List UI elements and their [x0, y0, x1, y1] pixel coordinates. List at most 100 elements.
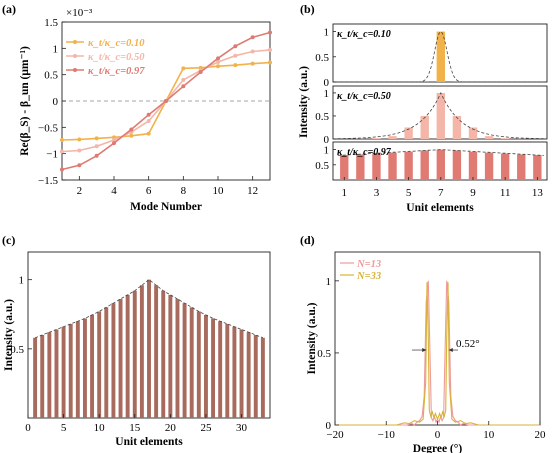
c-bar: [189, 307, 194, 418]
a-series-point: [268, 47, 272, 52]
panel-label-c: (c): [2, 233, 15, 247]
b-bar: [533, 155, 542, 180]
d-xtick-label: −20: [326, 429, 344, 441]
b-bar: [500, 138, 510, 139]
b-bar: [452, 150, 462, 180]
b-xtick-label: 5: [406, 187, 412, 199]
c-xtick-label: 10: [94, 422, 106, 434]
b-bar: [388, 136, 397, 139]
a-series-point: [112, 141, 116, 146]
c-bar: [225, 323, 230, 418]
a-legend-marker: [73, 54, 77, 58]
b-bar: [500, 153, 510, 180]
c-y-axis-label: Intensity (a.u.): [3, 299, 15, 371]
a-series-point: [233, 63, 238, 68]
b-bar: [404, 151, 413, 180]
c-bar: [97, 311, 102, 418]
a-series-point: [250, 35, 255, 40]
b-ytick-label: 0.5: [315, 111, 329, 123]
b-envelope-curve: [337, 91, 544, 140]
a-exponent-label: ×10⁻³: [66, 7, 93, 19]
b-ytick-label: 1: [324, 145, 330, 157]
c-bar: [211, 318, 216, 418]
b-subplot-annotation: κ_t/κ_c=0.97: [337, 147, 392, 158]
c-xtick-label: 0: [25, 422, 31, 434]
b-bar: [388, 152, 397, 180]
b-bar: [484, 152, 494, 180]
c-bar: [232, 326, 237, 418]
c-bar: [47, 332, 52, 418]
b-ytick-label: 0: [324, 77, 330, 89]
d-ytick-label: 0: [326, 420, 332, 432]
a-ytick-label: 1: [53, 43, 59, 55]
a-legend-marker: [73, 68, 77, 72]
b-bar: [436, 149, 445, 180]
a-series-point: [268, 60, 272, 65]
c-bar: [175, 299, 180, 418]
d-legend-label: N=33: [356, 271, 381, 282]
c-bar: [154, 285, 159, 418]
a-series-point: [146, 119, 151, 124]
a-series-point: [250, 61, 255, 66]
c-bar: [82, 318, 87, 418]
b-subplot-annotation: κ_t/κ_c=0.50: [337, 91, 391, 102]
a-xtick-label: 12: [247, 185, 258, 197]
a-ytick-label: 1.5: [44, 17, 58, 29]
c-bar: [196, 311, 201, 418]
a-series-point: [216, 64, 220, 69]
a-series-point: [60, 167, 64, 172]
b-ytick-label: 1: [324, 27, 330, 39]
c-xtick-label: 25: [200, 422, 212, 434]
c-xtick-label: 5: [61, 422, 67, 434]
a-series-point: [94, 144, 99, 149]
a-legend-label: κ_t/κ_c=0.50: [88, 52, 145, 63]
panel-label-d: (d): [300, 233, 315, 247]
c-bar: [61, 326, 66, 418]
d-arrowhead-left: [422, 348, 427, 353]
c-bar: [132, 290, 137, 418]
panel-label-a: (a): [2, 2, 16, 16]
c-bar: [239, 329, 244, 418]
b-bar: [372, 153, 381, 180]
a-xtick-label: 8: [181, 185, 187, 197]
c-bar: [118, 299, 123, 418]
c-bar: [90, 314, 95, 418]
panel-label-b: (b): [300, 2, 315, 16]
a-ytick-label: 0.5: [44, 70, 58, 82]
a-series-point: [112, 137, 116, 142]
d-x-axis-label: Degree (°): [413, 443, 463, 453]
d-series-line: [335, 280, 540, 426]
a-series-point: [60, 149, 64, 154]
c-bar: [260, 337, 265, 418]
c-bar: [33, 337, 38, 418]
a-series-point: [77, 137, 82, 142]
b-ytick-label: 1: [324, 88, 330, 100]
c-bar: [139, 285, 144, 418]
b-ytick-label: 0.5: [315, 160, 329, 172]
a-y-axis-label: Re(β_S) - β_un (μm⁻¹): [19, 46, 31, 156]
a-series-point: [146, 131, 151, 136]
a-series-point: [268, 30, 272, 35]
b-bar: [356, 154, 365, 180]
d-xtick-label: 10: [483, 429, 495, 441]
c-bar: [203, 314, 208, 418]
b-y-axis-label: Intensity (a.u.): [298, 66, 310, 138]
b-bar: [484, 136, 494, 139]
a-series-point: [60, 137, 64, 142]
d-xtick-label: 20: [535, 429, 547, 441]
b-xtick-label: 11: [500, 187, 511, 199]
b-xtick-label: 3: [374, 187, 380, 199]
b-bar: [436, 31, 445, 83]
c-bar: [40, 335, 45, 418]
c-bar: [253, 335, 258, 418]
b-xtick-label: 1: [342, 187, 348, 199]
b-bar: [340, 155, 349, 180]
c-xtick-label: 15: [129, 422, 141, 434]
a-series-point: [129, 127, 134, 132]
b-bar: [420, 150, 429, 180]
c-envelope-curve: [34, 279, 264, 339]
a-series-point: [198, 70, 203, 75]
c-bar: [125, 294, 130, 418]
b-bar: [468, 127, 478, 139]
